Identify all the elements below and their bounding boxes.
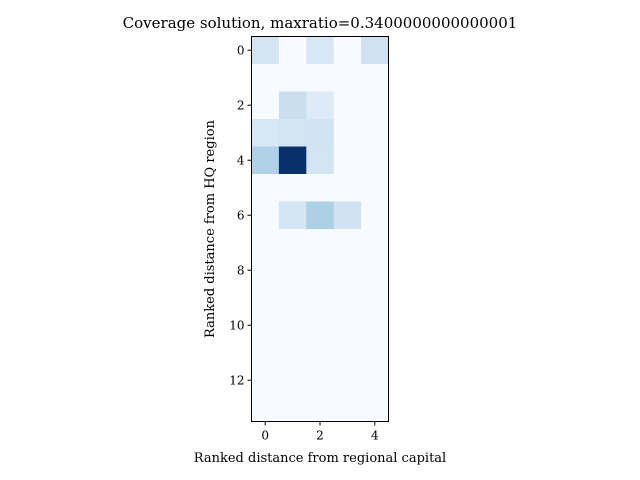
heatmap-cell — [278, 366, 307, 395]
y-axis-label: Ranked distance from HQ region — [203, 119, 218, 337]
heatmap-cell — [333, 394, 362, 422]
heatmap-cell — [361, 174, 389, 202]
x-tick-label: 2 — [316, 429, 324, 443]
heatmap-cell — [306, 394, 335, 422]
heatmap-cell — [333, 174, 362, 202]
heatmap-cell — [361, 394, 389, 422]
y-tick-label: 6 — [237, 208, 245, 222]
y-tick-label: 12 — [229, 373, 244, 387]
heatmap-cell — [306, 201, 335, 230]
x-tick-label: 4 — [371, 429, 379, 443]
heatmap-cells — [251, 36, 389, 422]
heatmap-cell — [306, 339, 335, 367]
heatmap-cell — [278, 201, 307, 230]
heatmap-cell — [278, 119, 307, 147]
heatmap-cell — [333, 256, 362, 285]
y-tick-label: 2 — [237, 98, 245, 112]
heatmap-cell — [251, 201, 280, 230]
heatmap-cell — [361, 284, 389, 312]
heatmap-cell — [333, 201, 362, 230]
heatmap-cell — [306, 284, 335, 312]
heatmap-cell — [306, 91, 335, 120]
heatmap-cell — [278, 64, 307, 92]
heatmap-cell — [361, 91, 389, 120]
heatmap-cell — [278, 311, 307, 340]
heatmap-cell — [333, 146, 362, 175]
heatmap-cell — [251, 394, 280, 422]
heatmap-cell — [251, 311, 280, 340]
heatmap-cell — [333, 311, 362, 340]
heatmap-cell — [333, 339, 362, 367]
heatmap-cell — [251, 366, 280, 395]
heatmap-cell — [361, 229, 389, 257]
y-tick-label: 10 — [229, 318, 244, 332]
x-axis-label: Ranked distance from regional capital — [194, 451, 446, 466]
heatmap-cell — [333, 64, 362, 92]
heatmap-cell — [306, 366, 335, 395]
heatmap-cell — [278, 174, 307, 202]
heatmap-cell — [333, 284, 362, 312]
heatmap-cell — [251, 174, 280, 202]
heatmap-cell — [251, 256, 280, 285]
heatmap-cell — [333, 366, 362, 395]
heatmap-cell — [361, 146, 389, 175]
heatmap-cell — [251, 119, 280, 147]
heatmap-cell — [306, 229, 335, 257]
heatmap-cell — [333, 119, 362, 147]
heatmap-cell — [361, 256, 389, 285]
heatmap-cell — [306, 146, 335, 175]
heatmap-cell — [333, 229, 362, 257]
heatmap-cell — [361, 201, 389, 230]
heatmap-cell — [361, 64, 389, 92]
heatmap-cell — [306, 174, 335, 202]
x-tick-label: 0 — [261, 429, 269, 443]
heatmap-cell — [306, 36, 335, 65]
heatmap-cell — [361, 366, 389, 395]
heatmap-cell — [361, 36, 389, 65]
x-axis-ticks: 0 2 4 — [261, 421, 379, 443]
heatmap-cell — [251, 36, 280, 65]
heatmap-cell — [278, 284, 307, 312]
y-tick-label: 8 — [237, 263, 245, 277]
heatmap-cell — [251, 339, 280, 367]
heatmap-cell — [306, 311, 335, 340]
heatmap-cell — [306, 119, 335, 147]
heatmap-cell — [278, 146, 307, 175]
heatmap-cell — [278, 394, 307, 422]
heatmap-cell — [333, 91, 362, 120]
heatmap-cell — [361, 311, 389, 340]
heatmap-cell — [333, 36, 362, 65]
heatmap-cell — [278, 36, 307, 65]
heatmap-cell — [278, 256, 307, 285]
heatmap-cell — [251, 91, 280, 120]
heatmap-cell — [251, 229, 280, 257]
chart-title: Coverage solution, maxratio=0.3400000000… — [123, 14, 518, 32]
y-tick-label: 4 — [237, 153, 245, 167]
y-tick-label: 0 — [237, 43, 245, 57]
heatmap-cell — [361, 119, 389, 147]
heatmap-cell — [278, 339, 307, 367]
heatmap-cell — [278, 91, 307, 120]
heatmap-cell — [278, 229, 307, 257]
heatmap-cell — [251, 64, 280, 92]
heatmap-cell — [251, 146, 280, 175]
y-axis-ticks: 0 2 4 6 8 10 12 — [229, 43, 252, 387]
heatmap-cell — [361, 339, 389, 367]
heatmap-cell — [306, 256, 335, 285]
heatmap-cell — [306, 64, 335, 92]
heatmap-cell — [251, 284, 280, 312]
